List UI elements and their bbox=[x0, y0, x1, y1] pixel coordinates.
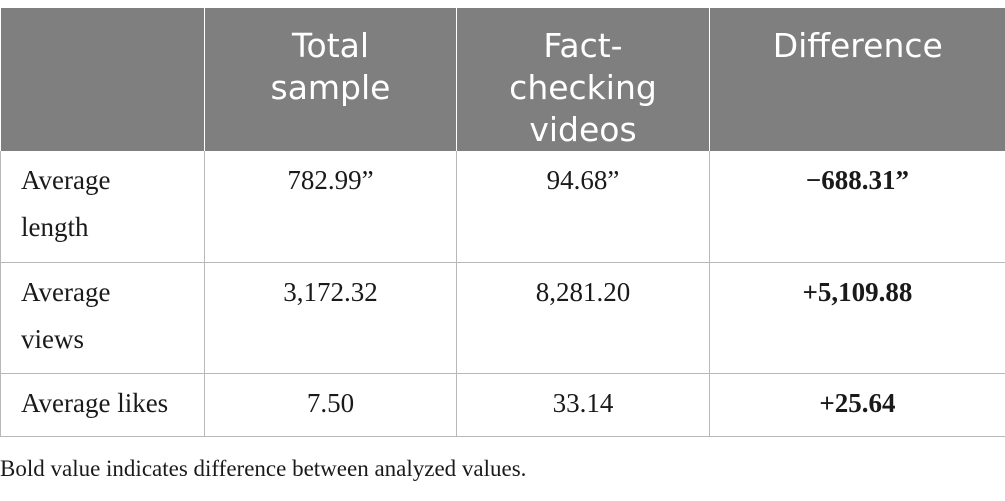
table-header: Total sample Fact- checking videos Diffe… bbox=[0, 8, 1005, 151]
row-label-line: Average bbox=[21, 276, 111, 307]
header-row: Total sample Fact- checking videos Diffe… bbox=[0, 8, 1005, 151]
header-line: Fact- bbox=[543, 26, 623, 65]
row-label-line: Average bbox=[21, 165, 111, 195]
table-row: Average views 3,172.32 8,281.20 +5,109.8… bbox=[0, 262, 1005, 374]
cell-difference: +25.64 bbox=[709, 373, 1005, 437]
table-row: Average likes 7.50 33.14 +25.64 bbox=[0, 373, 1005, 437]
header-cell-difference: Difference bbox=[709, 8, 1005, 151]
cell-fact-checking: 8,281.20 bbox=[456, 262, 710, 374]
table-body: Average length 782.99” 94.68” −688.31” A… bbox=[0, 151, 1005, 437]
row-label-average-length: Average length bbox=[0, 151, 205, 263]
header-line: sample bbox=[270, 68, 391, 107]
table-row: Average length 782.99” 94.68” −688.31” bbox=[0, 151, 1005, 263]
cell-fact-checking: 94.68” bbox=[456, 151, 710, 263]
header-cell-fact-checking-videos: Fact- checking videos bbox=[456, 8, 710, 151]
row-label-average-likes: Average likes bbox=[0, 373, 205, 437]
data-table-container: Total sample Fact- checking videos Diffe… bbox=[0, 8, 1005, 437]
cell-total-sample: 7.50 bbox=[204, 373, 457, 437]
cell-difference: +5,109.88 bbox=[709, 262, 1005, 374]
header-cell-empty bbox=[0, 8, 205, 151]
header-line: Total bbox=[291, 26, 370, 65]
header-cell-total-sample: Total sample bbox=[204, 8, 457, 151]
row-label-line: Average likes bbox=[21, 387, 169, 418]
cell-difference: −688.31” bbox=[709, 151, 1005, 263]
table-footnote: Bold value indicates difference between … bbox=[0, 456, 527, 481]
cell-total-sample: 3,172.32 bbox=[204, 262, 457, 374]
comparison-table: Total sample Fact- checking videos Diffe… bbox=[0, 8, 1005, 437]
cell-fact-checking: 33.14 bbox=[456, 373, 710, 437]
header-line: checking bbox=[509, 68, 657, 107]
row-label-line: length bbox=[21, 212, 89, 242]
cell-total-sample: 782.99” bbox=[204, 151, 457, 263]
row-label-line: views bbox=[21, 323, 84, 354]
header-line: Difference bbox=[772, 26, 943, 65]
row-label-average-views: Average views bbox=[0, 262, 205, 374]
header-line: videos bbox=[529, 110, 637, 149]
